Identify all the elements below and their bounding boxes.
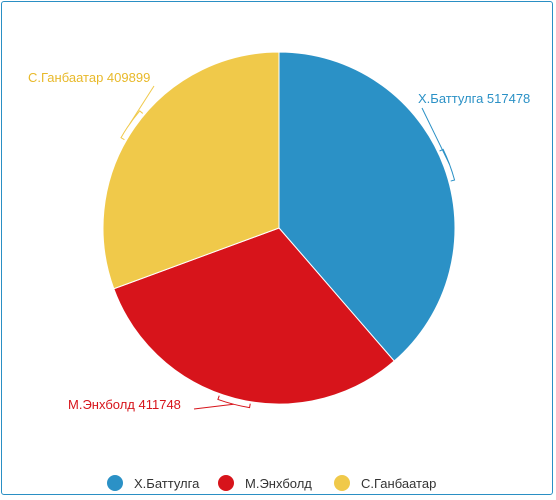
legend-label-1[interactable]: Х.Баттулга <box>134 476 200 491</box>
label-connector-3 <box>120 110 144 141</box>
legend-marker-1[interactable] <box>107 475 123 491</box>
data-labels: Х.Баттулга 517478 М.Энхболд 411748 С.Ганба… <box>28 70 530 412</box>
pie-slice-1[interactable] <box>278 51 456 362</box>
legend-label-3[interactable]: С.Ганбаатар <box>361 476 436 491</box>
data-label-2: М.Энхболд 411748 <box>68 397 181 412</box>
pie-slices <box>102 51 456 405</box>
legend: Х.Баттулга М.Энхболд С.Ганбаатар <box>107 475 436 491</box>
label-connectors <box>120 85 456 410</box>
pie-slice-3[interactable] <box>102 51 280 290</box>
label-leader-2 <box>193 403 234 410</box>
label-leader-1 <box>421 107 450 165</box>
legend-label-2[interactable]: М.Энхболд <box>245 476 312 491</box>
data-label-1: Х.Баттулга 517478 <box>418 91 530 106</box>
data-label-3: С.Ганбаатар 409899 <box>28 70 150 85</box>
legend-marker-3[interactable] <box>334 475 350 491</box>
label-leader-3 <box>129 85 155 125</box>
legend-marker-2[interactable] <box>218 475 234 491</box>
pie-slice-2[interactable] <box>113 227 395 405</box>
label-connector-1 <box>439 148 456 182</box>
